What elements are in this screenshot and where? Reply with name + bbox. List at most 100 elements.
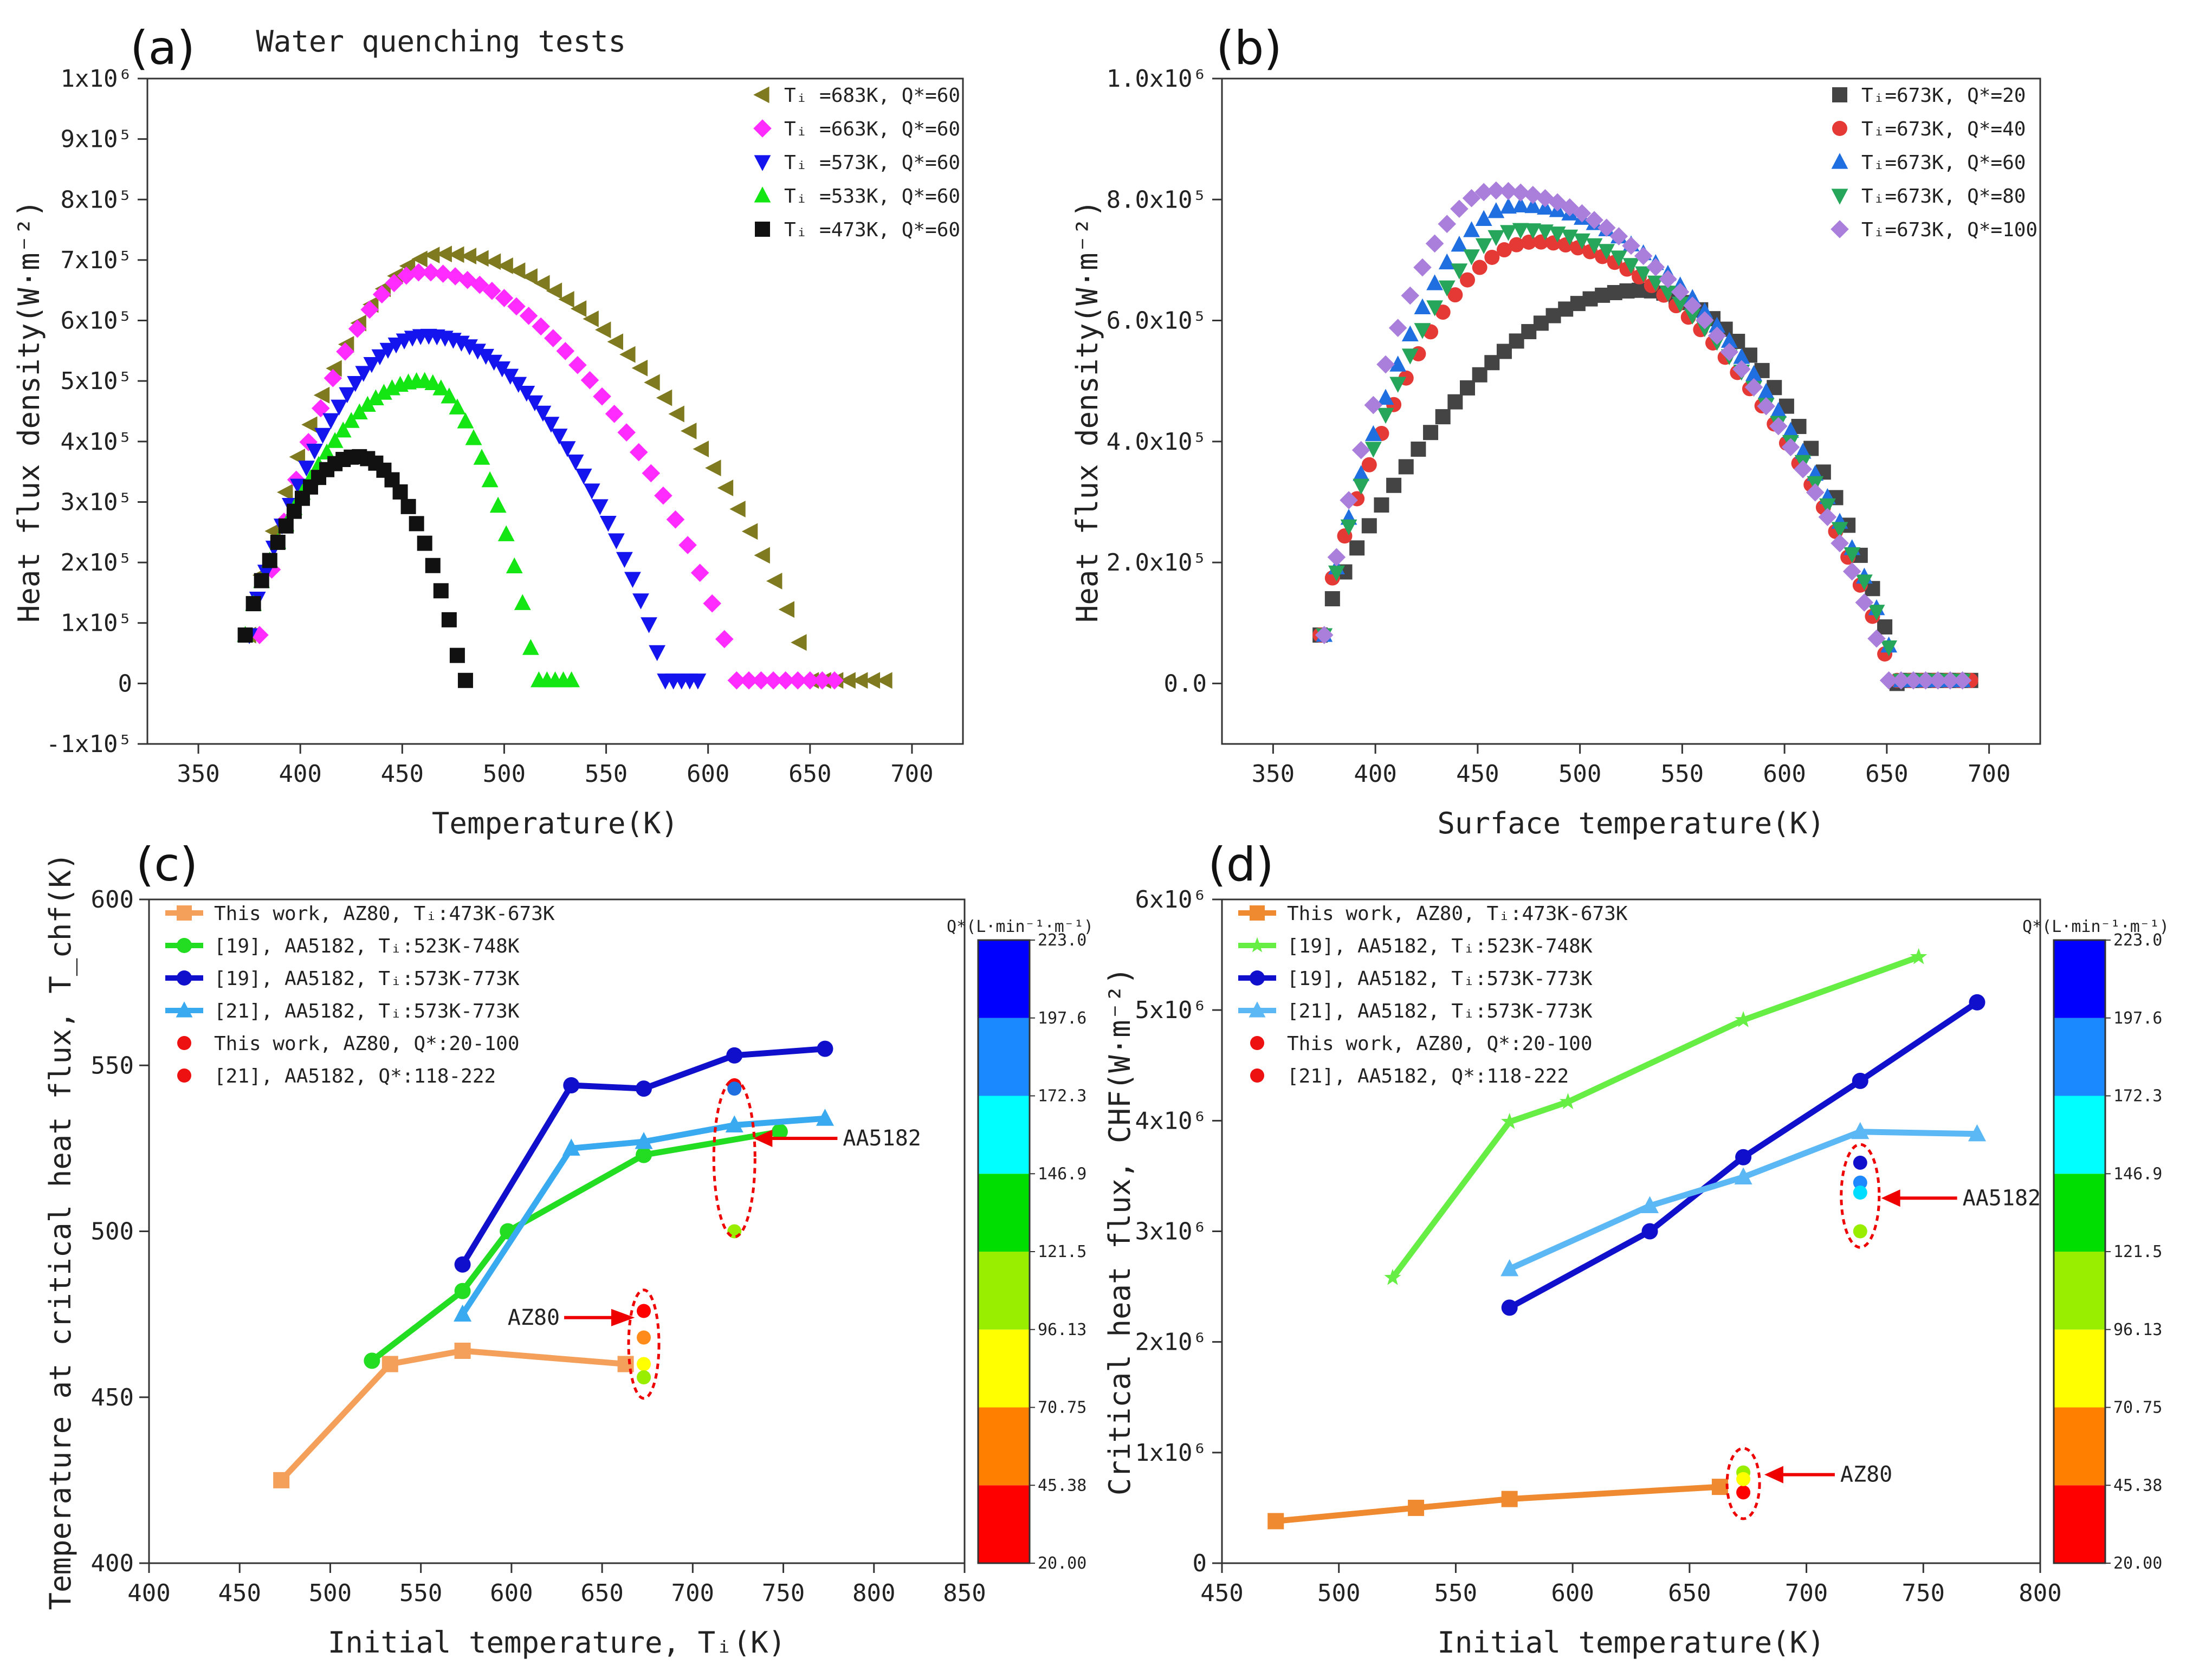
data-point [460, 248, 477, 264]
data-point [425, 558, 441, 573]
data-point [1451, 263, 1468, 280]
data-point [583, 483, 600, 500]
data-point [1711, 1479, 1728, 1495]
colorbar-segment [978, 1252, 1030, 1330]
data-point [507, 297, 526, 316]
x-tick-label: 700 [671, 1579, 714, 1607]
legend-label: [19], AA5182, Tᵢ:573K-773K [214, 968, 520, 990]
data-point [273, 1472, 290, 1488]
data-point [441, 612, 457, 627]
data-point [726, 1047, 743, 1064]
data-point [876, 672, 892, 689]
colorbar-title: Q*(L·min⁻¹·m⁻¹) [2022, 917, 2169, 936]
data-point [1463, 249, 1480, 265]
q-point [727, 1081, 742, 1096]
legend-marker [1249, 937, 1265, 953]
data-point [1968, 1124, 1987, 1142]
data-point [526, 395, 544, 412]
data-point [644, 374, 660, 391]
data-point [254, 573, 269, 588]
data-point [1819, 498, 1836, 515]
y-tick-label: 5x10⁶ [1135, 996, 1207, 1024]
arrow-head [1881, 1189, 1900, 1207]
colorbar-tick-label: 197.6 [2113, 1009, 2162, 1028]
data-point [1364, 425, 1382, 442]
data-point [1735, 1011, 1752, 1027]
data-point [1641, 1196, 1659, 1214]
x-tick-label: 400 [279, 760, 321, 788]
x-tick-label: 400 [1354, 760, 1396, 788]
data-point [1450, 199, 1469, 218]
q-point [1853, 1175, 1867, 1190]
colorbar-segment [2054, 1096, 2105, 1174]
data-point [1868, 605, 1885, 621]
legend-label: Tᵢ =533K, Q*=60 [784, 185, 960, 208]
data-point [1831, 534, 1849, 553]
colorbar-tick-label: 197.6 [1038, 1009, 1086, 1028]
x-tick-label: 650 [580, 1579, 623, 1607]
panel-label: (a) [130, 21, 195, 75]
data-point [1916, 671, 1935, 690]
data-point [617, 423, 636, 442]
data-point [1549, 226, 1566, 243]
data-point [301, 416, 318, 433]
series-3 [454, 1040, 833, 1273]
data-point [1573, 204, 1592, 223]
data-point [1769, 417, 1788, 436]
data-point [740, 671, 758, 690]
data-point [411, 250, 428, 268]
data-point [1384, 1268, 1401, 1285]
colorbar-tick-label: 70.75 [1038, 1398, 1086, 1417]
data-point [1398, 459, 1414, 475]
legend-label: Tᵢ =683K, Q*=60 [784, 85, 960, 107]
data-point [766, 573, 782, 590]
data-point [703, 594, 722, 613]
data-point [825, 671, 844, 690]
data-point [1425, 234, 1444, 253]
data-point [448, 246, 464, 263]
data-point [1484, 249, 1500, 265]
series-1 [1267, 1479, 1728, 1530]
q-point [1853, 1155, 1867, 1170]
data-point [298, 461, 315, 477]
annotation-label: AZ80 [508, 1305, 560, 1330]
data-point [741, 523, 758, 540]
q-point [637, 1304, 651, 1318]
data-point [270, 534, 286, 550]
x-tick-label: 500 [1317, 1579, 1360, 1607]
x-tick-label: 650 [788, 760, 831, 788]
data-point [813, 671, 832, 690]
x-tick-label: 800 [2019, 1579, 2061, 1607]
data-point [801, 671, 819, 690]
data-point [542, 417, 560, 433]
data-point [556, 342, 575, 360]
data-point [399, 257, 416, 275]
x-tick-label: 600 [687, 760, 729, 788]
colorbar-tick-label: 172.3 [2113, 1087, 2162, 1106]
y-tick-label: 6x10⁵ [61, 307, 132, 335]
data-point [1413, 258, 1432, 277]
data-point [469, 344, 486, 360]
data-point [1855, 593, 1874, 612]
data-point [1401, 348, 1419, 365]
y-axis-label: Heat flux density(W·m⁻²) [1070, 200, 1104, 623]
data-point [1524, 185, 1542, 204]
y-tick-label: 5x10⁵ [61, 367, 132, 395]
data-point [379, 342, 397, 359]
data-point [1340, 491, 1358, 509]
data-point [1634, 247, 1653, 265]
data-point [392, 484, 408, 500]
x-tick-label: 450 [1456, 760, 1499, 788]
data-point [1426, 274, 1443, 290]
data-point [1438, 280, 1456, 297]
x-tick-label: 750 [762, 1579, 805, 1607]
data-point [1374, 497, 1389, 513]
data-point [1496, 242, 1512, 258]
data-point [355, 366, 372, 382]
q-point [1853, 1224, 1867, 1239]
x-tick-label: 550 [585, 760, 628, 788]
data-point [326, 432, 344, 448]
data-point [690, 564, 709, 582]
chart-title: Water quenching tests [256, 24, 626, 59]
colorbar-segment [2054, 1018, 2105, 1096]
